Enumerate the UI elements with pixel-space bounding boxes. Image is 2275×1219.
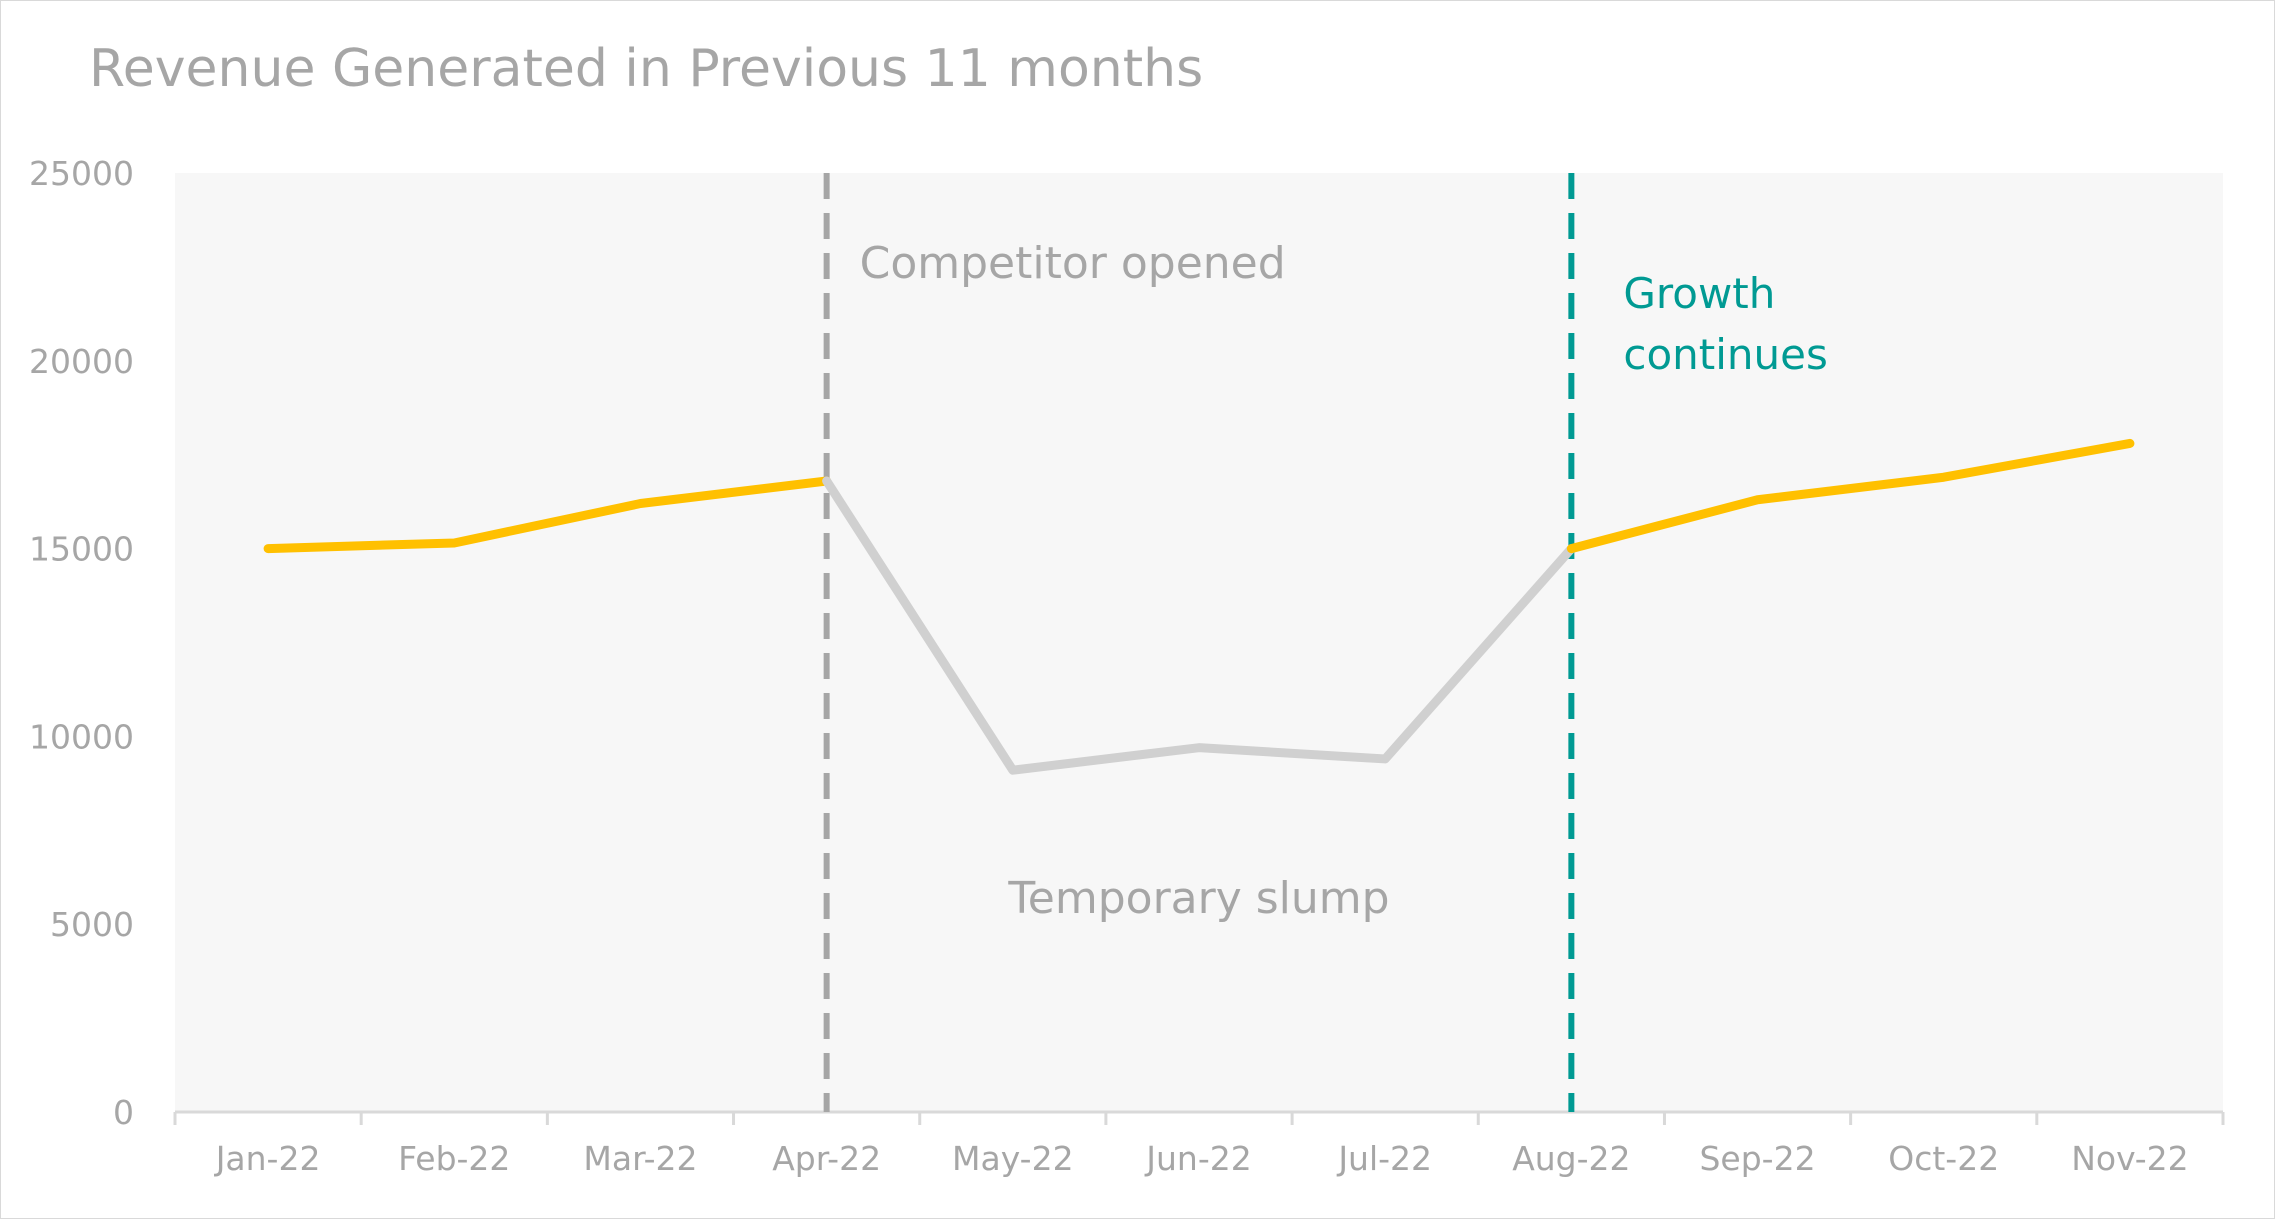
x-tick-label: May-22 [952,1139,1074,1178]
y-tick-label: 0 [113,1093,134,1132]
revenue-line-slump [822,476,1576,775]
plot-area [175,173,2223,1112]
x-tick-label: Sep-22 [1699,1139,1815,1178]
x-tick-label: Apr-22 [772,1139,881,1178]
x-tick-label: Aug-22 [1512,1139,1630,1178]
chart-title: Revenue Generated in Previous 11 months [89,39,1204,99]
x-tick-label: Jan-22 [214,1139,321,1178]
y-tick-label: 10000 [29,717,134,756]
x-tick-label: Nov-22 [2071,1139,2188,1178]
y-tick-label: 15000 [29,530,134,569]
annotation-competitor-opened: Competitor opened [860,238,1286,289]
revenue-line-highlight [263,476,832,554]
annotation-temporary-slump: Temporary slump [1007,873,1389,924]
annotation-growth-continues-line: Growth [1623,269,1775,318]
y-tick-label: 25000 [29,154,134,193]
y-tick-label: 5000 [50,905,134,944]
x-tick-label: Oct-22 [1888,1139,1999,1178]
y-tick-label: 20000 [29,342,134,381]
x-tick-label: Feb-22 [398,1139,510,1178]
revenue-line-highlight [1566,438,2135,554]
annotation-growth-continues-line: continues [1623,330,1828,379]
x-tick-label: Mar-22 [583,1139,697,1178]
x-tick-label: Jul-22 [1336,1139,1432,1178]
x-tick-label: Jun-22 [1144,1139,1251,1178]
